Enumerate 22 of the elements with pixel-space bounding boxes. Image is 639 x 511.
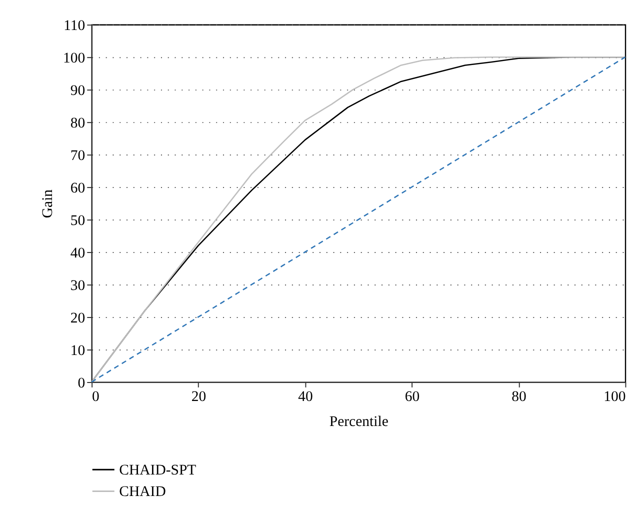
y-tick-label: 110 xyxy=(64,18,86,34)
y-tick-label: 40 xyxy=(70,245,86,262)
legend-label: CHAID xyxy=(119,484,166,500)
y-tick-label: 30 xyxy=(70,278,86,294)
x-tick-label: 20 xyxy=(191,389,206,406)
legend-label: CHAID-SPT xyxy=(119,462,196,479)
y-tick-label: 80 xyxy=(70,115,86,132)
y-tick-label: 90 xyxy=(70,82,86,99)
x-tick-label: 40 xyxy=(298,389,313,406)
y-tick-label: 60 xyxy=(70,180,86,196)
y-tick-label: 0 xyxy=(78,375,86,392)
y-tick-label: 100 xyxy=(63,50,86,66)
x-axis-title: Percentile xyxy=(329,414,389,430)
x-tick-label: 100 xyxy=(604,389,626,406)
y-axis-title: Gain xyxy=(40,188,56,218)
x-tick-label: 60 xyxy=(404,389,420,406)
y-tick-label: 50 xyxy=(70,212,86,229)
x-tick-label: 0 xyxy=(92,389,100,406)
y-tick-label: 20 xyxy=(70,310,86,326)
x-tick-label: 80 xyxy=(512,389,526,406)
y-tick-label: 10 xyxy=(70,342,86,359)
y-tick-label: 70 xyxy=(70,148,86,164)
